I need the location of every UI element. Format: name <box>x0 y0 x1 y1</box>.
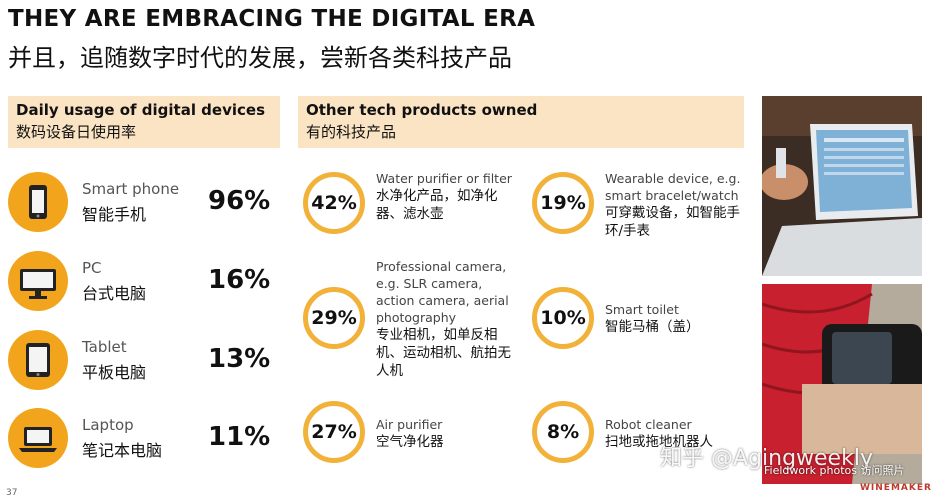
product-label-en: Professional camera, e.g. SLR camera, ac… <box>376 259 509 325</box>
device-percent: 96% <box>208 186 271 216</box>
product-label-cn: 可穿戴设备，如智能手环/手表 <box>605 205 740 239</box>
page-number: 37 <box>6 488 18 498</box>
device-label-en: Laptop <box>82 416 134 434</box>
product-label-en: Smart toilet <box>605 302 679 317</box>
smartwatch-photo <box>762 284 922 484</box>
device-row-pc: PC 台式电脑 16% <box>8 251 280 313</box>
product-label-cn: 智能马桶（盖） <box>605 319 700 335</box>
smartphone-icon <box>8 172 68 232</box>
device-label-cn: 笔记本电脑 <box>82 441 163 460</box>
product-label: Smart toilet 智能马桶（盖） <box>605 301 745 336</box>
device-row-smartphone: Smart phone 智能手机 96% <box>8 172 280 234</box>
laptop-photo <box>762 96 922 276</box>
daily-usage-title-en: Daily usage of digital devices <box>16 101 266 119</box>
product-percent-ring: 10% <box>532 287 594 349</box>
product-label: Water purifier or filter 水净化产品，如净化器、滤水壶 <box>376 170 516 223</box>
device-percent: 13% <box>208 344 271 374</box>
product-label-en: Water purifier or filter <box>376 171 512 186</box>
tech-products-title-en: Other tech products owned <box>306 101 538 119</box>
daily-usage-title-cn: 数码设备日使用率 <box>16 123 137 141</box>
product-percent-ring: 29% <box>303 287 365 349</box>
tablet-icon <box>8 330 68 390</box>
device-row-tablet: Tablet 平板电脑 13% <box>8 330 280 392</box>
product-label: Robot cleaner 扫地或拖地机器人 <box>605 416 745 451</box>
product-percent-ring: 8% <box>532 401 594 463</box>
product-percent-ring: 42% <box>303 172 365 234</box>
product-label-en: Robot cleaner <box>605 417 692 432</box>
product-label-en: Wearable device, e.g. smart bracelet/wat… <box>605 171 741 203</box>
brand-logo: WINEMAKER <box>860 483 932 493</box>
tech-products-header: Other tech products owned 有的科技产品 <box>298 96 744 148</box>
photo-credit: Fieldwork photos 访问照片 <box>764 464 905 477</box>
product-label-en: Air purifier <box>376 417 443 432</box>
product-label-cn: 水净化产品，如净化器、滤水壶 <box>376 188 498 222</box>
page-title-cn: 并且，追随数字时代的发展，尝新各类科技产品 <box>8 44 512 72</box>
device-label-en: Tablet <box>82 338 127 356</box>
device-label-cn: 平板电脑 <box>82 363 147 382</box>
tech-products-title-cn: 有的科技产品 <box>306 123 397 141</box>
product-percent-ring: 27% <box>303 401 365 463</box>
product-label-cn: 扫地或拖地机器人 <box>605 434 713 450</box>
product-percent-ring: 19% <box>532 172 594 234</box>
product-label: Air purifier 空气净化器 <box>376 416 516 451</box>
device-percent: 16% <box>208 265 271 295</box>
product-label: Professional camera, e.g. SLR camera, ac… <box>376 258 511 380</box>
device-label-cn: 台式电脑 <box>82 284 147 303</box>
device-label-cn: 智能手机 <box>82 205 147 224</box>
product-label: Wearable device, e.g. smart bracelet/wat… <box>605 170 745 240</box>
device-label-en: PC <box>82 259 102 277</box>
product-label-cn: 专业相机，如单反相机、运动相机、航拍无人机 <box>376 327 511 379</box>
product-label-cn: 空气净化器 <box>376 434 444 450</box>
device-label-en: Smart phone <box>82 180 180 198</box>
desktop-pc-icon <box>8 251 68 311</box>
watermark-text: 知乎 @Agingweekly <box>660 446 873 471</box>
device-row-laptop: Laptop 笔记本电脑 11% <box>8 408 280 470</box>
daily-usage-header: Daily usage of digital devices 数码设备日使用率 <box>8 96 280 148</box>
page-title-en: THEY ARE EMBRACING THE DIGITAL ERA <box>8 6 536 32</box>
laptop-icon <box>8 408 68 468</box>
device-percent: 11% <box>208 422 271 452</box>
